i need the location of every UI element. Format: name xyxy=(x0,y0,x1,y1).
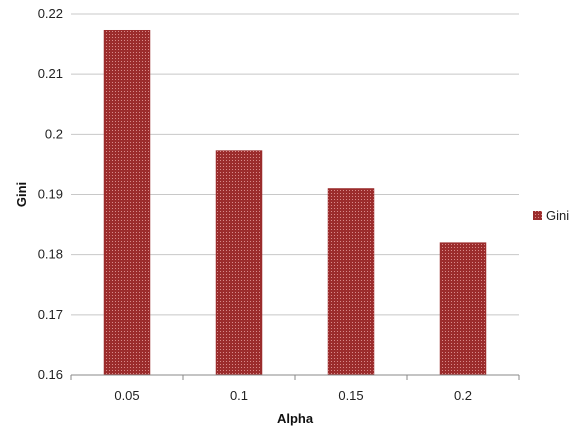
x-tick-label: 0.2 xyxy=(454,388,472,403)
legend-swatch xyxy=(533,211,542,220)
y-axis-title: Gini xyxy=(14,182,29,207)
x-tick-label: 0.15 xyxy=(338,388,363,403)
bar-0.15 xyxy=(327,188,375,376)
legend: Gini xyxy=(533,208,569,223)
x-tick-label: 0.1 xyxy=(230,388,248,403)
x-tick-label: 0.05 xyxy=(114,388,139,403)
bar-0.2 xyxy=(439,242,487,376)
y-tick-label: 0.2 xyxy=(45,126,63,141)
y-tick-label: 0.22 xyxy=(38,6,63,21)
y-tick-label: 0.19 xyxy=(38,187,63,202)
y-tick-label: 0.17 xyxy=(38,307,63,322)
legend-label: Gini xyxy=(546,208,569,223)
y-tick-label: 0.21 xyxy=(38,66,63,81)
y-tick-label: 0.18 xyxy=(38,247,63,262)
y-tick-label: 0.16 xyxy=(38,367,63,382)
bars xyxy=(103,29,487,376)
y-axis-ticks: 0.16 0.17 0.18 0.19 0.2 0.21 0.22 xyxy=(38,6,63,382)
x-axis-title: Alpha xyxy=(277,411,314,426)
bar-0.1 xyxy=(215,150,263,376)
x-axis-ticks: 0.05 0.1 0.15 0.2 xyxy=(70,375,520,403)
bar-0.05 xyxy=(103,29,151,376)
